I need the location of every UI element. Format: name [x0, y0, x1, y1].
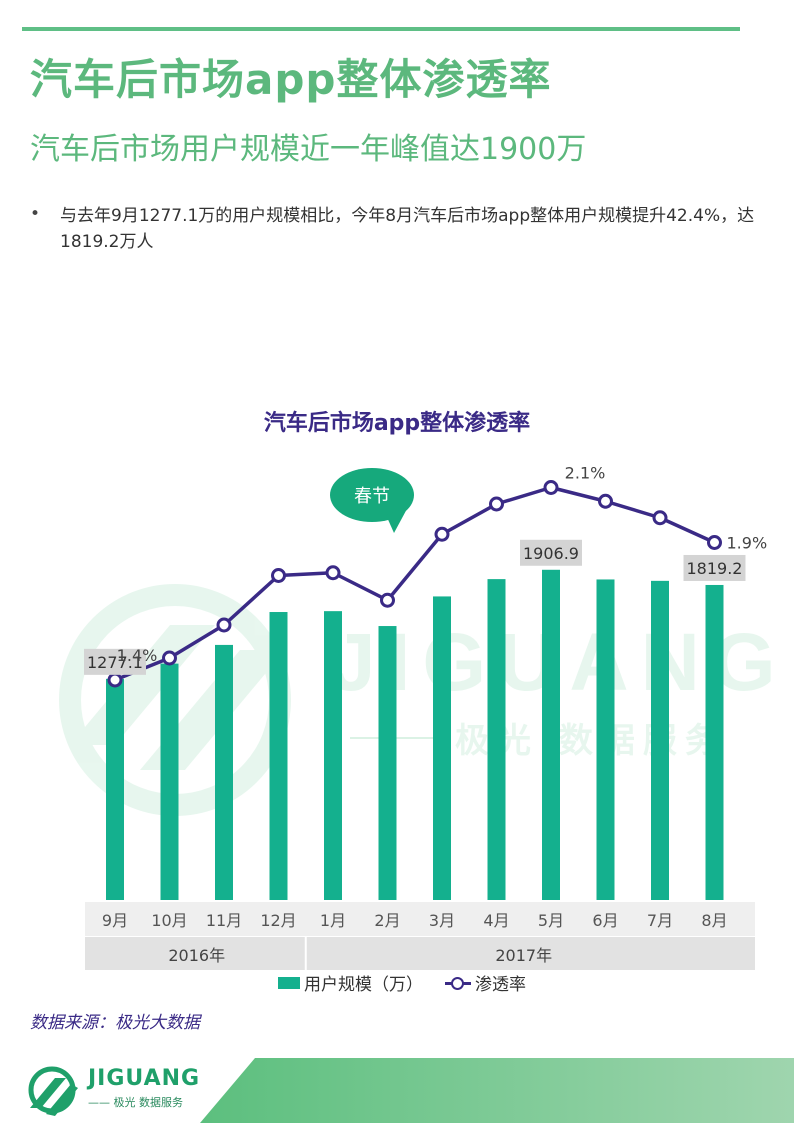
- legend-line-swatch: [445, 976, 471, 990]
- x-tick-label: 1月: [320, 911, 346, 930]
- line-point: [325, 565, 341, 581]
- line-point: [598, 493, 613, 509]
- line-point: [652, 510, 668, 526]
- x-tick-label: 10月: [151, 911, 187, 930]
- chart-title: 汽车后市场app整体渗透率: [263, 411, 531, 436]
- x-tick-label: 8月: [701, 911, 727, 930]
- bar: [487, 579, 506, 900]
- bar-label-box: [84, 648, 146, 675]
- line-point: [489, 496, 504, 512]
- line-point: [271, 568, 286, 583]
- page-subtitle: 汽车后市场用户规模近一年峰值达1900万: [30, 132, 587, 167]
- bar-label-box: [520, 539, 582, 566]
- source-note: 数据来源：极光大数据: [30, 1013, 200, 1033]
- x-tick-label: 4月: [483, 911, 509, 930]
- bar: [596, 579, 615, 900]
- footer-logo-icon: [28, 1066, 78, 1116]
- penetration-line: [107, 480, 722, 688]
- line-point: [380, 592, 395, 608]
- bar-data-label: 1277.1: [87, 653, 143, 672]
- bar: [705, 584, 724, 900]
- line-point: [162, 650, 177, 666]
- bar: [378, 626, 397, 900]
- bar: [106, 678, 124, 900]
- x-tick-label: 9月: [102, 911, 128, 930]
- bar-data-label: 1819.2: [687, 559, 743, 578]
- line-data-label: 1.4%: [117, 646, 158, 665]
- bar: [324, 611, 342, 900]
- x-axis-band: 9月 10月 11月 12月 1月 2月 3月 4月 5月 6月 7月 8月 2016年 2017年: [85, 902, 755, 970]
- legend-bar-swatch: [278, 976, 300, 989]
- x-tick-label: 2月: [374, 911, 400, 930]
- x-tick-label: 5月: [538, 911, 564, 930]
- footer-logo-sub: —— 极光 数据服务: [88, 1096, 183, 1109]
- line-data-label: 1.9%: [727, 534, 768, 553]
- bar: [542, 569, 560, 900]
- line-path: [114, 485, 716, 682]
- footer-band: [28, 1058, 794, 1123]
- x-tick-label: 6月: [592, 911, 618, 930]
- footer-logo-text: JIGUANG: [88, 1066, 201, 1091]
- bubble-tail: [386, 507, 408, 533]
- top-rule: [22, 27, 740, 31]
- bar-label-box: [683, 554, 746, 581]
- x-tick-label: 7月: [647, 911, 673, 930]
- bars: [106, 569, 724, 900]
- bubble-text: 春节: [354, 486, 390, 507]
- line-point: [707, 535, 722, 550]
- x-tick-label: 3月: [429, 911, 455, 930]
- legend: 用户规模（万） 渗透率: [278, 970, 526, 995]
- year-row: [85, 937, 755, 970]
- line-point: [216, 617, 232, 633]
- line-point: [107, 672, 123, 688]
- line-point: [434, 526, 450, 542]
- bar: [160, 663, 179, 900]
- data-labels: 1277.1 1906.9 1819.2 1.4% 2.1% 1.9%: [84, 464, 767, 675]
- bullet-marker: •: [30, 204, 41, 224]
- x-tick-label: 12月: [260, 911, 296, 930]
- bar: [215, 644, 233, 900]
- legend-line-label: 渗透率: [475, 975, 526, 995]
- chart: JIGUANG 极光 数据服务 9月10月11月12月1月2月3月4月5月6月7…: [59, 464, 776, 970]
- page-title: 汽车后市场app整体渗透率: [30, 55, 552, 104]
- line-data-label: 2.1%: [565, 464, 606, 483]
- x-tick-label: 11月: [206, 911, 242, 930]
- year-label: 2017年: [495, 946, 552, 965]
- bubble-body: [330, 468, 414, 522]
- line-point: [543, 480, 559, 495]
- bar: [651, 580, 669, 900]
- bar: [433, 596, 451, 900]
- bullet-text: 与去年9月1277.1万的用户规模相比，今年8月汽车后市场app整体用户规模提升…: [60, 206, 755, 252]
- bar-data-label: 1906.9: [523, 544, 579, 563]
- annotation-bubble: 春节: [330, 468, 414, 533]
- bar: [269, 612, 288, 900]
- year-label: 2016年: [168, 946, 225, 965]
- legend-bar-label: 用户规模（万）: [304, 975, 423, 995]
- month-row: [85, 902, 755, 936]
